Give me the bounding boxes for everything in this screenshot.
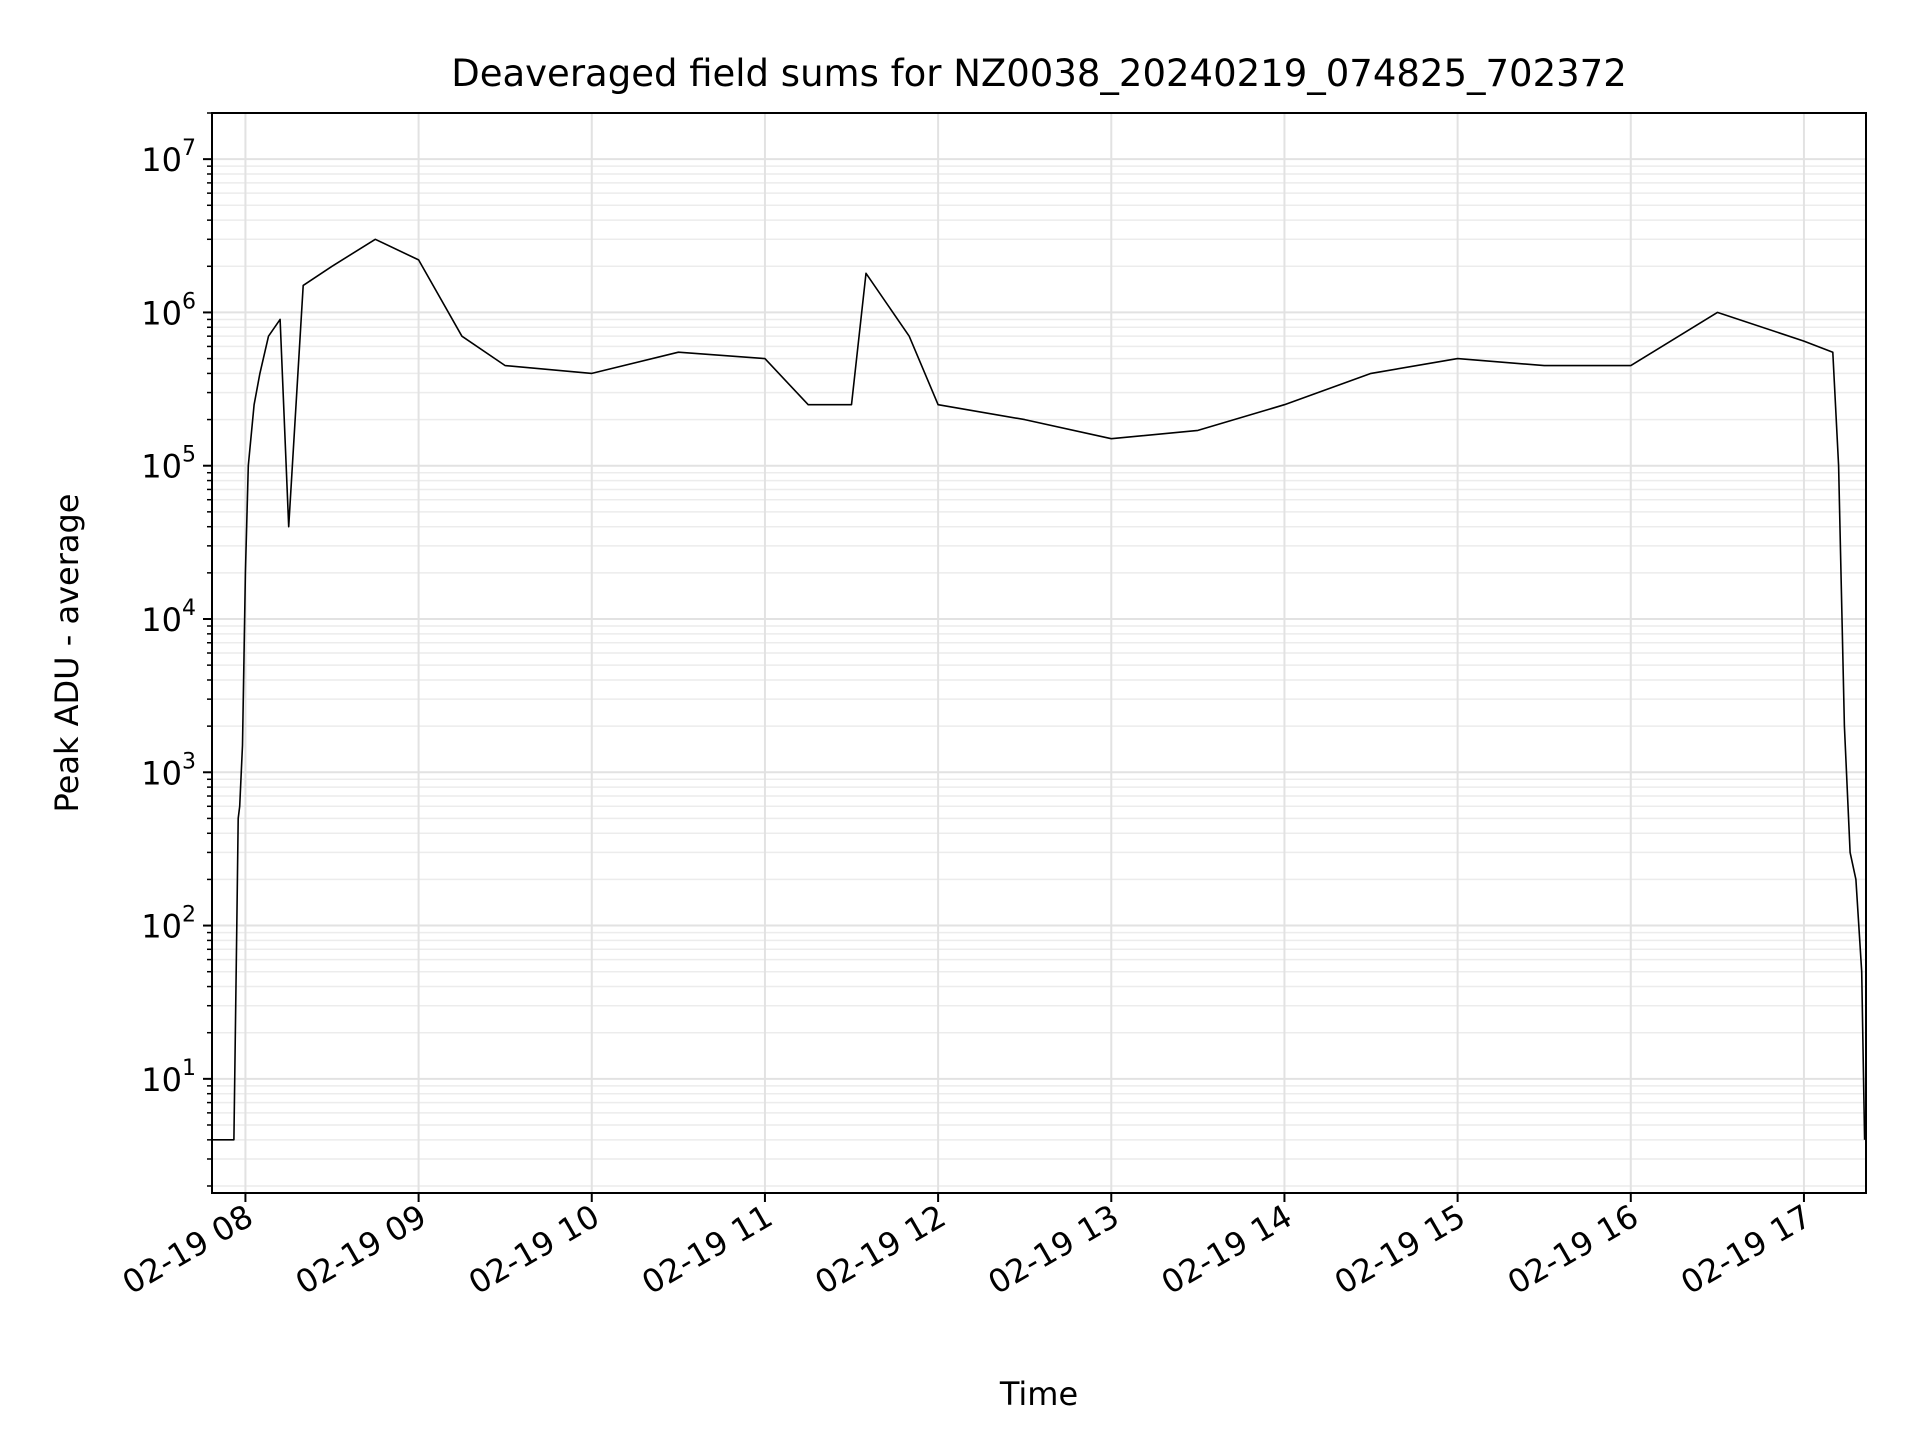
y-tick-label: 103 bbox=[141, 749, 196, 792]
y-axis-label: Peak ADU - average bbox=[48, 494, 86, 813]
y-tick-label: 107 bbox=[141, 136, 196, 179]
series-layer bbox=[212, 238, 1866, 1141]
x-axis-label: Time bbox=[999, 1375, 1078, 1413]
y-tick-label: 106 bbox=[141, 289, 196, 332]
chart-title: Deaveraged field sums for NZ0038_2024021… bbox=[451, 52, 1627, 95]
series-line bbox=[212, 238, 1866, 1141]
grid-layer bbox=[212, 112, 1866, 1193]
y-tick-label: 102 bbox=[141, 903, 196, 946]
y-tick-label: 104 bbox=[141, 596, 196, 639]
y-tick-label: 105 bbox=[141, 443, 196, 486]
y-tick-label: 101 bbox=[141, 1056, 196, 1099]
